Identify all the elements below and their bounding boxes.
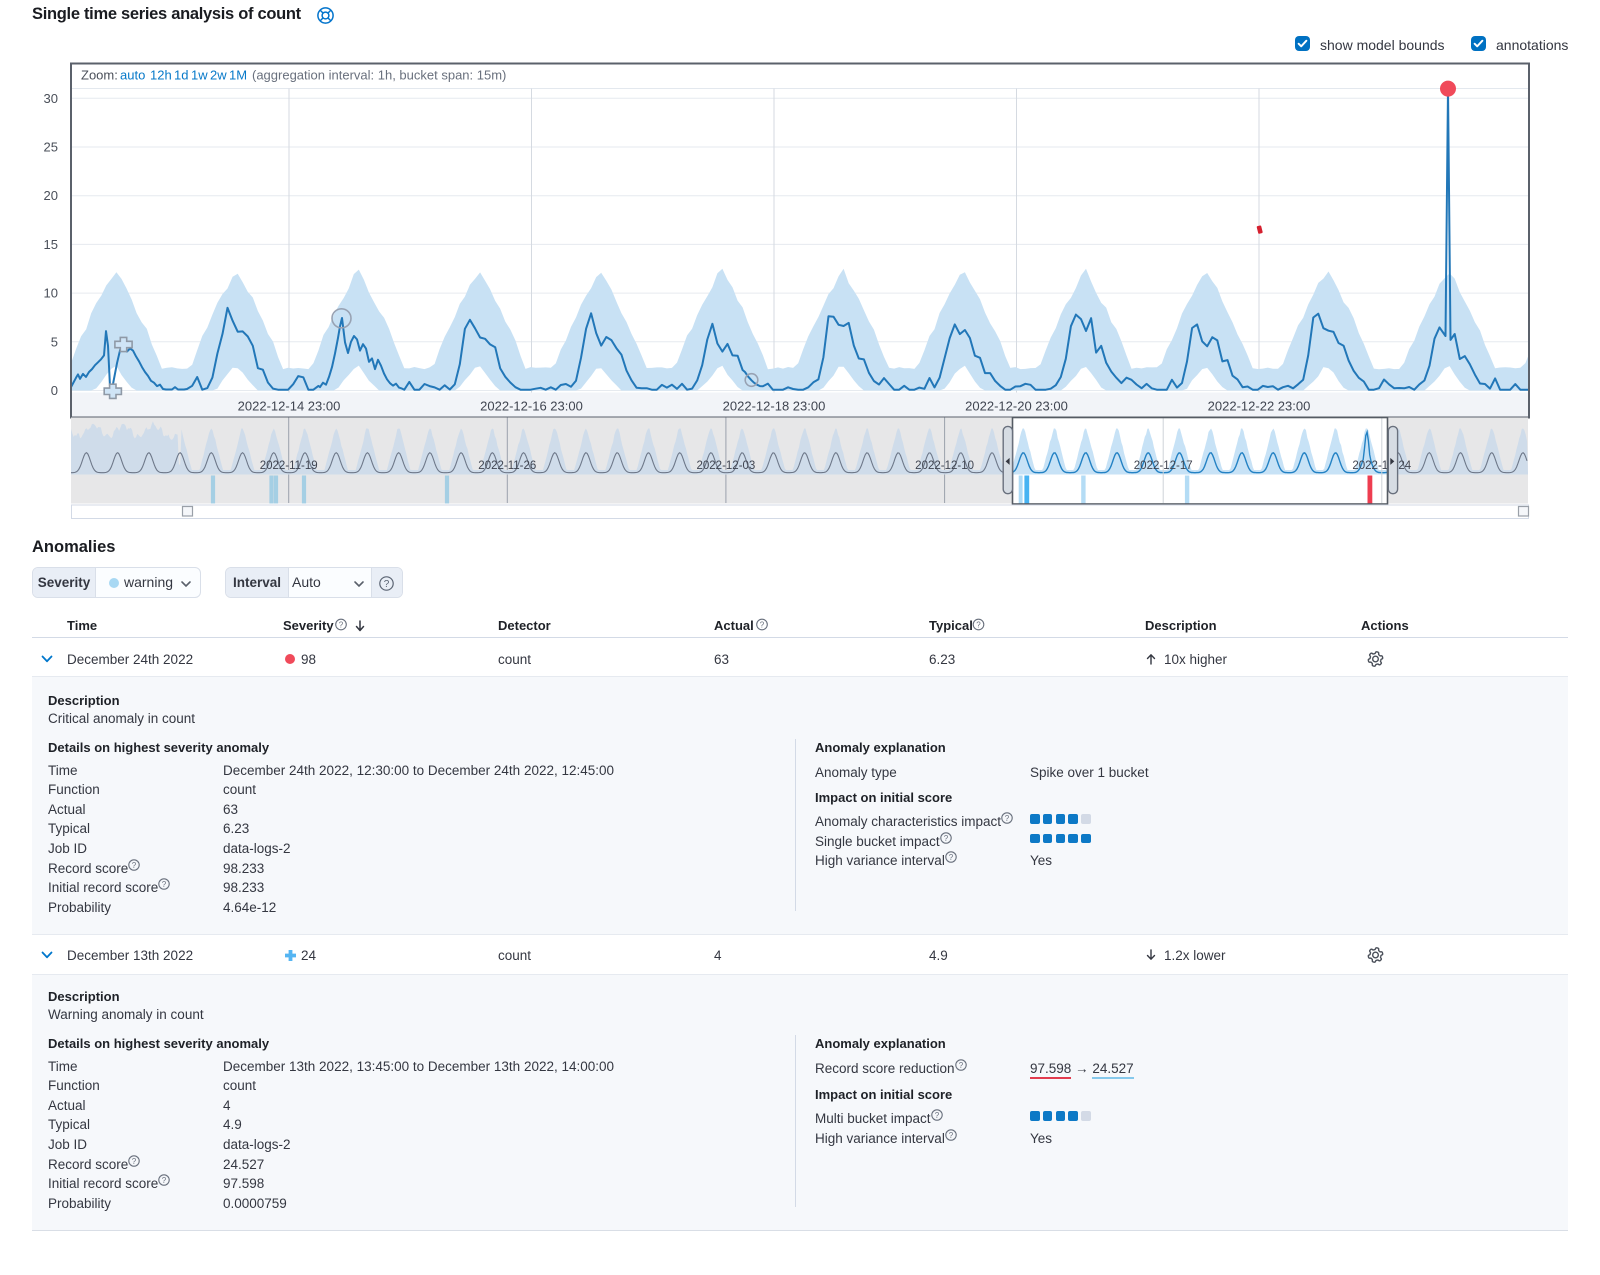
svg-text:15: 15 [44, 237, 58, 252]
svg-text:1w: 1w [191, 68, 208, 83]
svg-text:5: 5 [51, 334, 58, 349]
svg-text:30: 30 [44, 91, 58, 106]
svg-text:2022-12-18 23:00: 2022-12-18 23:00 [723, 399, 826, 414]
svg-text:(aggregation interval: 1h, buc: (aggregation interval: 1h, bucket span: … [252, 68, 506, 83]
svg-text:1M: 1M [229, 68, 247, 83]
svg-text:?: ? [949, 1130, 954, 1139]
svg-text:12h: 12h [150, 68, 172, 83]
svg-text:?: ? [132, 860, 137, 869]
svg-text:2022-12-10: 2022-12-10 [915, 460, 974, 472]
svg-text:10: 10 [44, 286, 58, 301]
svg-text:Zoom:: Zoom: [81, 68, 118, 83]
svg-text:?: ? [943, 833, 948, 842]
svg-text:20: 20 [44, 188, 58, 203]
svg-text:2022-12-16 23:00: 2022-12-16 23:00 [480, 399, 583, 414]
svg-text:?: ? [1005, 814, 1010, 823]
svg-text:?: ? [949, 853, 954, 862]
svg-text:2022-12-22 23:00: 2022-12-22 23:00 [1208, 399, 1311, 414]
svg-text:2022-12-14 23:00: 2022-12-14 23:00 [238, 399, 341, 414]
svg-text:2022-11-19: 2022-11-19 [260, 460, 318, 472]
svg-text:2022-11-26: 2022-11-26 [478, 460, 536, 472]
svg-text:0: 0 [51, 383, 58, 398]
svg-text:1d: 1d [174, 68, 188, 83]
svg-text:2022-12-17: 2022-12-17 [1134, 460, 1193, 472]
svg-text:?: ? [132, 1156, 137, 1165]
svg-text:2022-12-24: 2022-12-24 [1352, 460, 1411, 472]
svg-text:2w: 2w [210, 68, 227, 83]
svg-text:?: ? [384, 579, 390, 590]
svg-text:?: ? [162, 880, 167, 889]
svg-text:2022-12-20 23:00: 2022-12-20 23:00 [965, 399, 1068, 414]
svg-text:auto: auto [120, 68, 145, 83]
svg-text:?: ? [162, 1176, 167, 1185]
svg-text:25: 25 [44, 140, 58, 155]
svg-text:?: ? [934, 1111, 939, 1120]
svg-text:2022-12-03: 2022-12-03 [696, 460, 755, 472]
svg-text:?: ? [958, 1061, 963, 1070]
